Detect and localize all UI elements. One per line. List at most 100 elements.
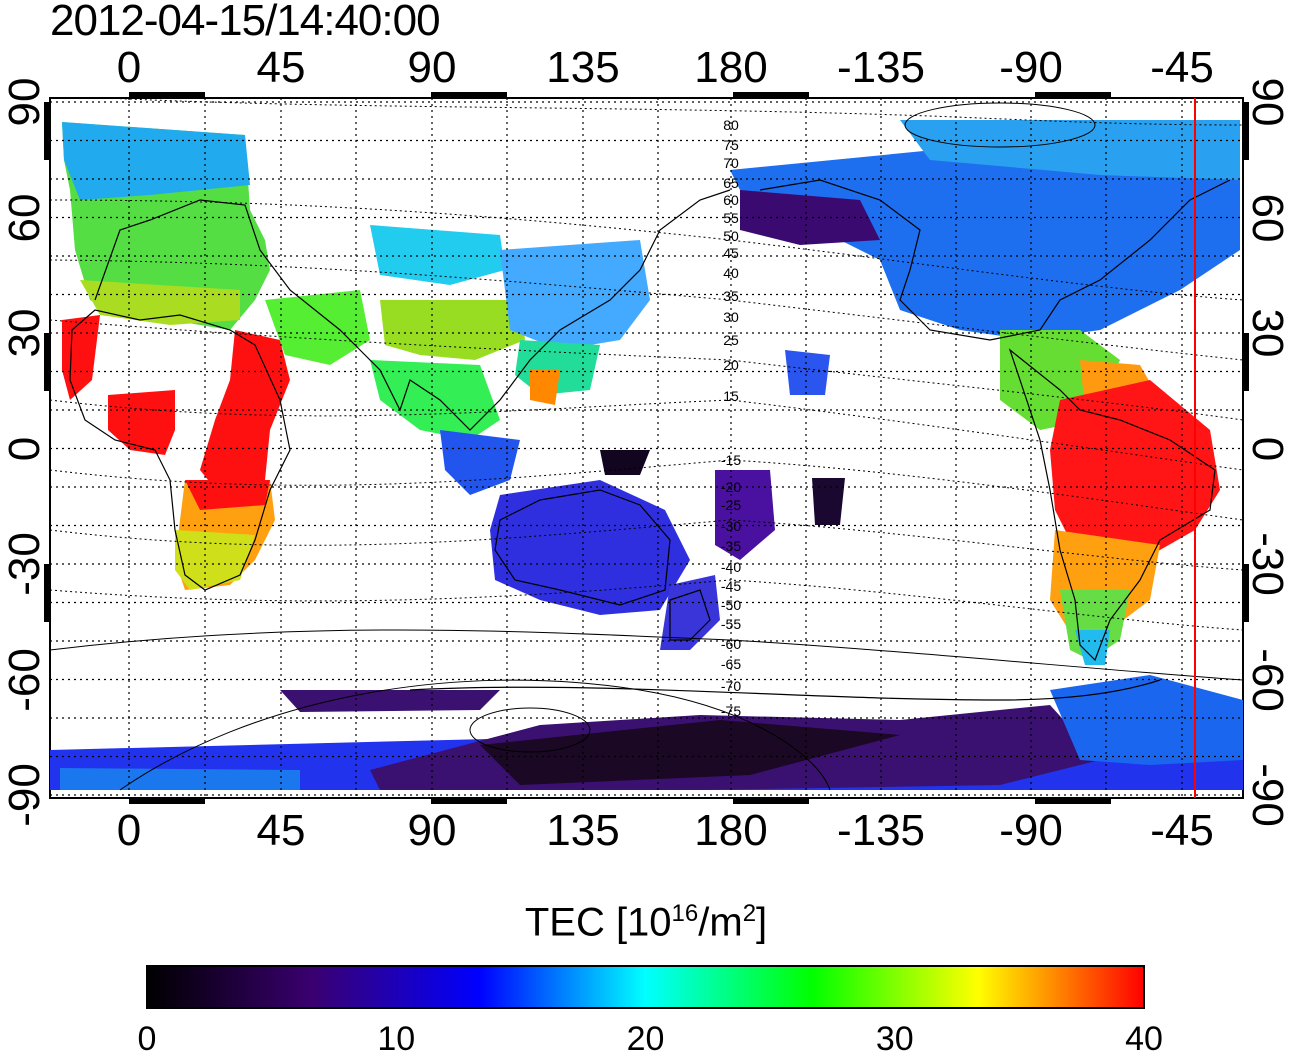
contour-label: 15 bbox=[723, 388, 739, 404]
tec-philippines bbox=[530, 370, 560, 405]
right-axis-label: -90 bbox=[1243, 763, 1292, 827]
colorbar-tick-label: 10 bbox=[377, 1020, 415, 1057]
top-axis-labels: 0 45 90 135 180 -135 -90 -45 bbox=[117, 43, 1214, 92]
magnetic-contours bbox=[50, 98, 1243, 791]
contour-label: -40 bbox=[721, 559, 741, 575]
tec-antarctica-black bbox=[480, 720, 900, 785]
top-axis-label: 135 bbox=[546, 43, 619, 92]
tec-canada-arctic bbox=[900, 120, 1240, 180]
right-axis-label: 90 bbox=[1243, 78, 1292, 127]
contour-label: 65 bbox=[723, 175, 739, 191]
top-tick-bar bbox=[431, 92, 507, 98]
contour-label: 35 bbox=[723, 288, 739, 304]
contour-label: 20 bbox=[723, 357, 739, 373]
contour-label: -75 bbox=[721, 703, 741, 719]
bottom-axis-labels: 0 45 90 135 180 -135 -90 -45 bbox=[117, 806, 1214, 855]
contour-label: -35 bbox=[721, 538, 741, 554]
right-axis-label: 0 bbox=[1243, 437, 1292, 461]
bottom-tick-bar bbox=[431, 798, 507, 804]
tec-se-asia bbox=[370, 360, 500, 440]
contour-label: 40 bbox=[723, 265, 739, 281]
top-axis-label: -45 bbox=[1150, 43, 1214, 92]
tec-india bbox=[380, 300, 525, 360]
tec-patagonia bbox=[1060, 590, 1130, 660]
tec-data-layer bbox=[50, 120, 1243, 790]
tec-pacific-4 bbox=[600, 450, 650, 475]
contour-label: -45 bbox=[721, 578, 741, 594]
bottom-axis-label: 135 bbox=[546, 806, 619, 855]
tec-south-america-north bbox=[1050, 380, 1220, 570]
tec-antarctic-lightblue bbox=[60, 768, 300, 790]
tec-west-africa bbox=[108, 390, 175, 455]
tec-middle-east bbox=[265, 290, 370, 365]
tec-australia bbox=[490, 480, 690, 615]
tec-scandinavia bbox=[62, 122, 250, 200]
tec-central-africa bbox=[185, 480, 270, 510]
tec-pacific-3 bbox=[715, 470, 775, 560]
contour-label: -50 bbox=[721, 597, 741, 613]
left-tick-bar bbox=[44, 564, 50, 622]
left-axis-labels: 90 60 30 0 -30 -60 -90 bbox=[0, 78, 49, 827]
top-axis-label: 0 bbox=[117, 43, 141, 92]
left-axis-label: 60 bbox=[0, 194, 49, 243]
contour-label: 75 bbox=[723, 137, 739, 153]
bottom-tick-bar bbox=[733, 798, 809, 804]
contour-label: 55 bbox=[723, 210, 739, 226]
top-axis-label: -90 bbox=[999, 43, 1063, 92]
colorbar bbox=[146, 965, 1145, 1009]
contour-label: 25 bbox=[723, 332, 739, 348]
tec-tierra-del-fuego bbox=[1075, 630, 1110, 665]
right-tick-bar bbox=[1243, 333, 1249, 391]
right-axis-labels: 90 60 30 0 -30 -60 -90 bbox=[1243, 78, 1292, 827]
colorbar-tick-label: 0 bbox=[138, 1020, 157, 1057]
left-tick-bar bbox=[44, 102, 50, 160]
right-axis-label: 60 bbox=[1243, 194, 1292, 243]
top-axis-label: 180 bbox=[694, 43, 767, 92]
lat-lon-grid bbox=[50, 98, 1243, 798]
top-tick-bar bbox=[129, 92, 205, 98]
contour-label: 45 bbox=[723, 245, 739, 261]
contour-label: -20 bbox=[721, 479, 741, 495]
contour-label: -25 bbox=[721, 497, 741, 513]
timestamp-title: 2012-04-15/14:40:00 bbox=[50, 0, 441, 45]
bottom-axis-label: 45 bbox=[257, 806, 306, 855]
left-axis-label: -60 bbox=[0, 648, 49, 712]
left-axis-label: -30 bbox=[0, 532, 49, 596]
coastlines bbox=[69, 179, 1231, 701]
right-axis-label: -30 bbox=[1243, 532, 1292, 596]
contour-label: -55 bbox=[721, 616, 741, 632]
bottom-tick-bar bbox=[1035, 798, 1111, 804]
right-tick-bar bbox=[1243, 564, 1249, 622]
right-tick-bar bbox=[1243, 102, 1249, 160]
tec-mediterranean bbox=[80, 280, 240, 325]
left-axis-label: -90 bbox=[0, 763, 49, 827]
bottom-axis-label: -90 bbox=[999, 806, 1063, 855]
tec-central-asia bbox=[370, 225, 505, 285]
bottom-axis-label: -45 bbox=[1150, 806, 1214, 855]
colorbar-tick-label: 30 bbox=[876, 1020, 914, 1057]
right-axis-label: 30 bbox=[1243, 309, 1292, 358]
contour-label: 70 bbox=[723, 155, 739, 171]
contour-label: -60 bbox=[721, 636, 741, 652]
contour-label: 30 bbox=[723, 309, 739, 325]
top-axis-label: 90 bbox=[408, 43, 457, 92]
bottom-axis-label: 180 bbox=[694, 806, 767, 855]
colorbar-title: TEC [1016/m2] bbox=[524, 900, 768, 945]
contour-label: 80 bbox=[723, 117, 739, 133]
tec-alaska bbox=[740, 190, 880, 245]
tec-new-zealand bbox=[660, 575, 720, 650]
colorbar-tick-labels: 0 10 20 30 40 bbox=[138, 1020, 1163, 1057]
contour-label: -65 bbox=[721, 656, 741, 672]
top-tick-bar bbox=[1035, 92, 1111, 98]
contour-label: -70 bbox=[721, 678, 741, 694]
colorbar-tick-label: 40 bbox=[1125, 1020, 1163, 1057]
top-axis-label: -135 bbox=[837, 43, 925, 92]
bottom-axis-label: 90 bbox=[408, 806, 457, 855]
bottom-axis-label: 0 bbox=[117, 806, 141, 855]
left-tick-bar bbox=[44, 333, 50, 391]
axis-ticks bbox=[44, 92, 1249, 804]
contour-label: -30 bbox=[721, 518, 741, 534]
left-axis-label: 30 bbox=[0, 309, 49, 358]
contour-label: 60 bbox=[723, 192, 739, 208]
